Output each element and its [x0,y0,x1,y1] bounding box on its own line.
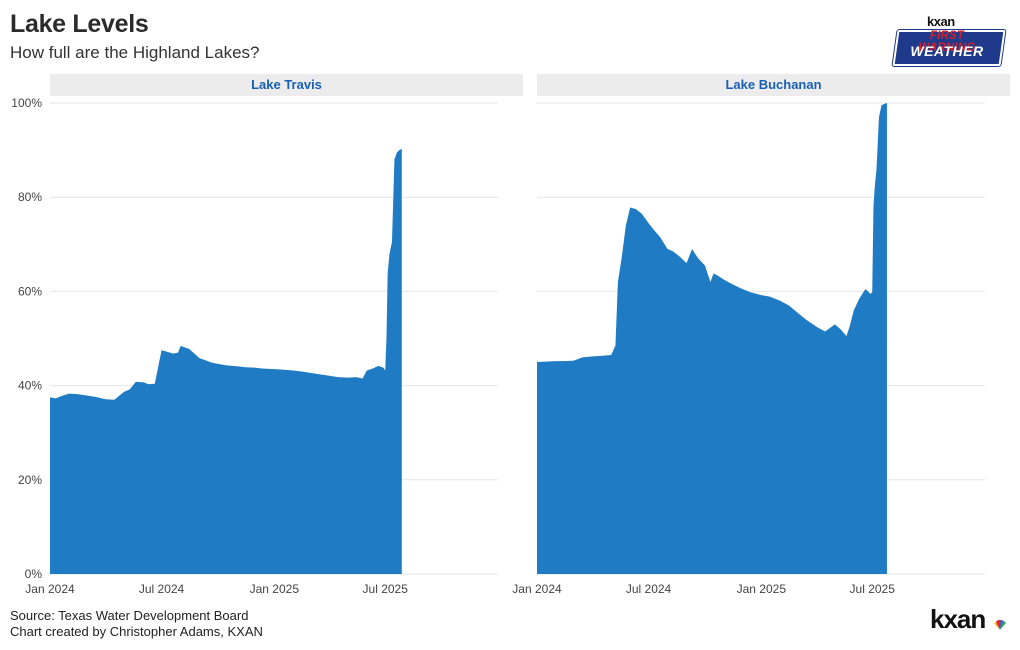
y-tick-label: 40% [18,379,42,393]
kxan-logo: kxan [930,604,986,634]
area-lake-buchanan [537,103,887,574]
strip-lake-buchanan [537,74,1010,96]
peacock-icon [994,620,1006,630]
strip-lake-travis [50,74,523,96]
logo-kxan-small-text: kxan [927,14,955,29]
panel-lake-buchanan: Lake Buchanan Jan 2024 Jul 2024 Jan 2025 Ju… [512,74,1010,596]
x-axis-lake-buchanan: Jan 2024 Jul 2024 Jan 2025 Jul 2025 [512,582,895,596]
y-tick-label: 0% [25,567,43,581]
chart-title: Lake Levels [10,10,149,38]
credit-note: Chart created by Christopher Adams, KXAN [10,624,263,639]
area-lake-travis [50,148,402,574]
y-tick-label: 60% [18,284,42,298]
x-tick-label: Jan 2025 [250,582,300,596]
x-tick-label: Jan 2025 [737,582,787,596]
x-tick-label: Jan 2024 [512,582,562,596]
x-tick-label: Jul 2024 [139,582,185,596]
y-tick-label: 80% [18,190,42,204]
logo-line-first-warning: FIRST WARNING [918,30,976,54]
x-axis-lake-travis: Jan 2024 Jul 2024 Jan 2025 Jul 2025 [25,582,408,596]
strip-label-lake-buchanan: Lake Buchanan [725,77,821,92]
panel-lake-travis: Lake Travis 0%20%40%60%80%100% Jan 2024 J… [11,74,523,596]
strip-label-lake-travis: Lake Travis [251,77,322,92]
y-axis-lake-travis: 0% 20% 40% 60% 80% 100% [11,96,42,581]
first-warning-weather-logo: kxan FIRST WARNING WEATHER [892,14,1006,66]
source-note: Source: Texas Water Development Board [10,608,249,623]
y-tick-label: 20% [18,473,42,487]
x-tick-label: Jul 2025 [363,582,409,596]
y-tick-label: 100% [11,96,42,110]
x-tick-label: Jul 2024 [626,582,672,596]
chart-subtitle: How full are the Highland Lakes? [10,43,260,62]
x-tick-label: Jul 2025 [850,582,896,596]
logo-line-weather: WEATHER [910,43,984,59]
x-tick-label: Jan 2024 [25,582,75,596]
